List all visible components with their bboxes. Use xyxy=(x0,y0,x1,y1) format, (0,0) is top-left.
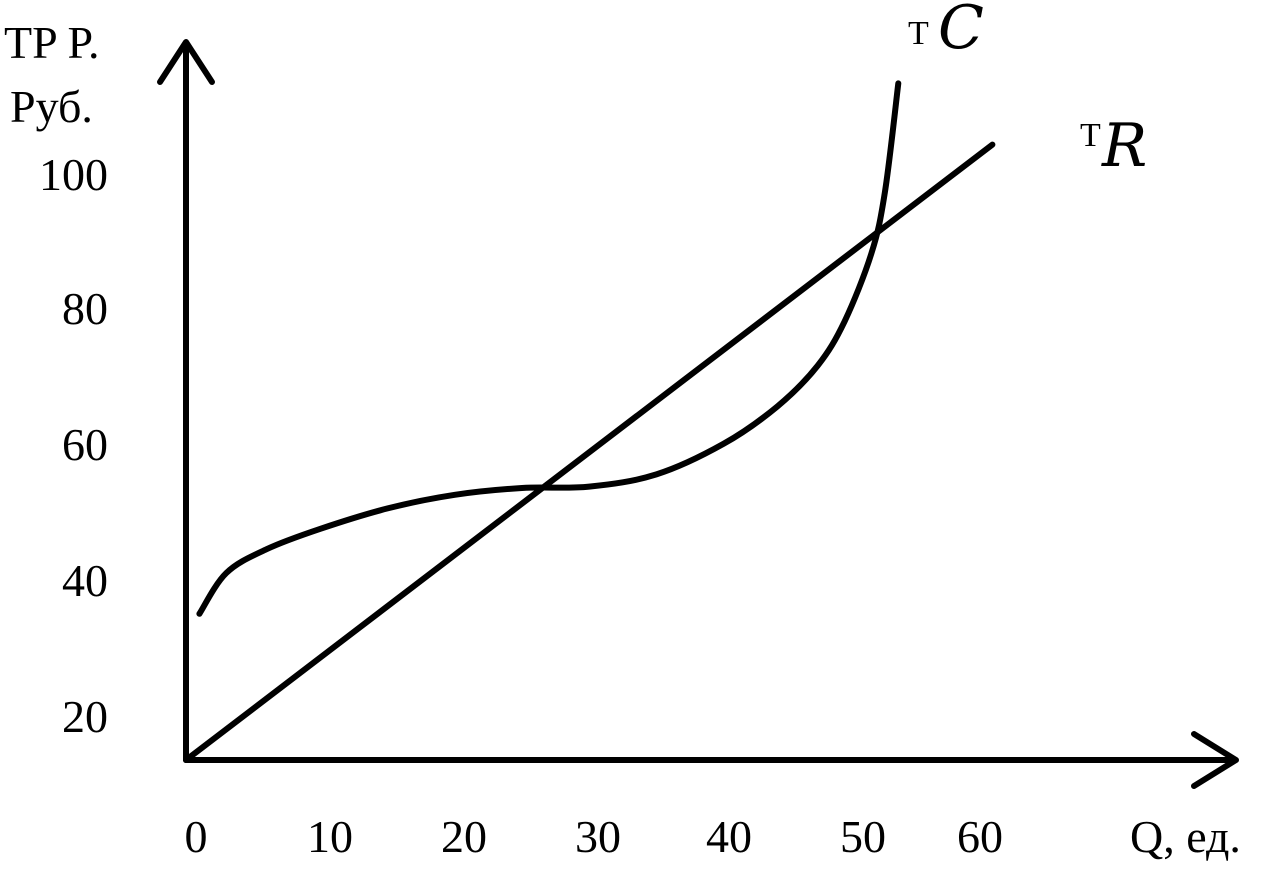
y-axis-arrow xyxy=(157,39,215,85)
x-tick-label: 50 xyxy=(840,811,886,862)
x-axis-arrow xyxy=(1191,731,1239,789)
x-tick-label: 0 xyxy=(185,811,208,862)
x-tick-label: 20 xyxy=(441,811,487,862)
y-tick-label: 60 xyxy=(62,419,108,470)
x-tick-label: 10 xyxy=(307,811,353,862)
series-line-tc xyxy=(196,80,902,617)
x-tick-label: 60 xyxy=(957,811,1003,862)
series-label-tc-prefix: T xyxy=(908,15,929,52)
series-line-tr xyxy=(183,141,996,763)
y-tick-label: 100 xyxy=(39,149,108,200)
series-label-tr-prefix: T xyxy=(1080,117,1101,154)
y-tick-labels: 20 40 60 80 100 xyxy=(39,149,108,742)
series-label-tc-hand: C xyxy=(938,0,984,63)
series-label-tr-hand: R xyxy=(1101,111,1147,181)
x-tick-label: 30 xyxy=(575,811,621,862)
y-tick-label: 20 xyxy=(62,691,108,742)
series-label-tr: T R xyxy=(1080,111,1147,181)
x-tick-labels: 0 10 20 30 40 50 60 xyxy=(185,811,1004,862)
y-tick-label: 80 xyxy=(62,283,108,334)
x-axis-label: Q, ед. xyxy=(1130,811,1241,862)
series-label-tc: T C xyxy=(908,0,984,63)
series-lines xyxy=(183,80,996,763)
y-tick-label: 40 xyxy=(62,555,108,606)
x-tick-label: 40 xyxy=(706,811,752,862)
y-axis-label-line2: Руб. xyxy=(10,81,93,132)
y-axis-label-line1: TP P. xyxy=(4,17,99,68)
